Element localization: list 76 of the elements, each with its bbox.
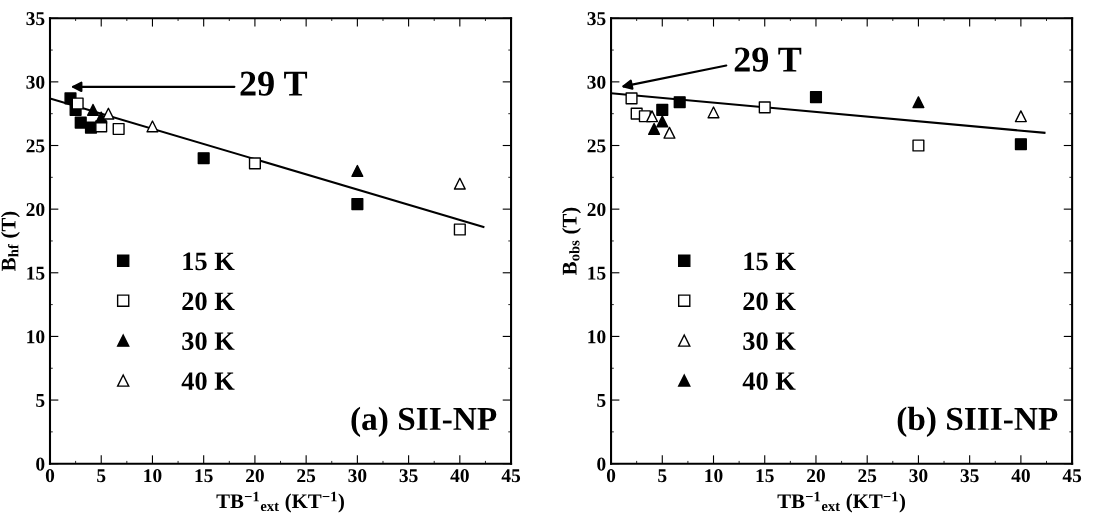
y-tick-label: 30 [26, 75, 45, 89]
y-tick-label: 25 [587, 139, 606, 153]
x-tick-label: 0 [45, 469, 55, 483]
annotation: 29 T [240, 71, 308, 96]
x-tick-label: 20 [807, 469, 825, 483]
point [809, 91, 823, 104]
point [645, 110, 659, 123]
x-tick-label: 40 [1011, 469, 1030, 483]
point [656, 103, 669, 116]
x-axis-title: TB$^{−1}$$_{ext}$ (KT$^{−1}$) [777, 491, 906, 513]
y-axis-title: B$_{obs}$ (T) [562, 207, 581, 275]
x-tick-label: 35 [960, 469, 979, 483]
y-tick-label: 20 [26, 202, 45, 217]
point [351, 164, 364, 178]
x-tick-label: 40 [450, 469, 469, 483]
point [146, 120, 159, 133]
point [663, 126, 676, 139]
legend-label: 15 K [183, 252, 235, 271]
point [912, 139, 925, 152]
x-tick-label: 30 [909, 469, 928, 483]
y-tick-label: 25 [26, 139, 45, 153]
y-tick-label: 0 [36, 457, 45, 471]
point [1014, 138, 1027, 151]
y-tick-label: 35 [587, 12, 606, 26]
point [248, 157, 261, 170]
point [95, 111, 108, 124]
x-tick-label: 45 [501, 469, 521, 483]
y-axis-title: B$_{hf}$ (T) [0, 211, 20, 271]
point [453, 223, 466, 236]
y-tick-label: 30 [587, 75, 606, 89]
point [656, 115, 669, 128]
x-tick-label: 35 [399, 469, 418, 483]
y-tick-label: 35 [26, 12, 45, 26]
legend-label: 30 K [182, 332, 235, 351]
annotation: 29 T [734, 47, 802, 72]
x-tick-label: 5 [97, 469, 106, 483]
point [648, 122, 661, 136]
legend-label: 20 K [743, 292, 796, 311]
x-tick-label: 30 [348, 469, 367, 483]
x-tick-label: 20 [246, 469, 264, 483]
y-tick-label: 5 [597, 394, 606, 407]
x-tick-label: 10 [705, 469, 723, 483]
annotation: (b) SIII-NP [897, 406, 1058, 437]
annotation: (a) SII-NP [351, 406, 497, 437]
legend-label: 20 K [182, 292, 235, 311]
x-tick-label: 45 [1062, 469, 1082, 483]
y-tick-label: 0 [597, 457, 606, 471]
point [912, 96, 925, 109]
y-tick-label: 15 [27, 266, 45, 280]
x-tick-label: 25 [858, 469, 877, 483]
point [453, 177, 466, 190]
legend-label: 40 K [742, 372, 796, 391]
point [625, 92, 638, 105]
y-tick-label: 20 [587, 202, 606, 217]
x-tick-label: 15 [756, 469, 774, 483]
point [112, 122, 125, 136]
x-axis-title: TB$^{−1}$$_{ext}$ (KT$^{−1}$) [216, 491, 344, 513]
legend-label: 30 K [743, 332, 796, 351]
point [1014, 110, 1027, 123]
x-tick-label: 0 [606, 469, 616, 483]
point [673, 96, 686, 109]
point [86, 103, 100, 116]
y-tick-label: 10 [588, 330, 606, 344]
x-tick-label: 25 [297, 469, 316, 483]
x-tick-label: 5 [658, 469, 667, 483]
legend-label: 40 K [181, 372, 235, 391]
point [351, 197, 364, 211]
y-tick-label: 15 [588, 266, 606, 280]
x-tick-label: 10 [144, 469, 162, 483]
legend-label: 15 K [744, 252, 796, 271]
y-tick-label: 5 [36, 394, 45, 407]
point [758, 101, 771, 114]
point [197, 152, 210, 165]
x-tick-label: 15 [195, 469, 213, 483]
point [707, 106, 720, 119]
y-tick-label: 10 [27, 330, 45, 344]
